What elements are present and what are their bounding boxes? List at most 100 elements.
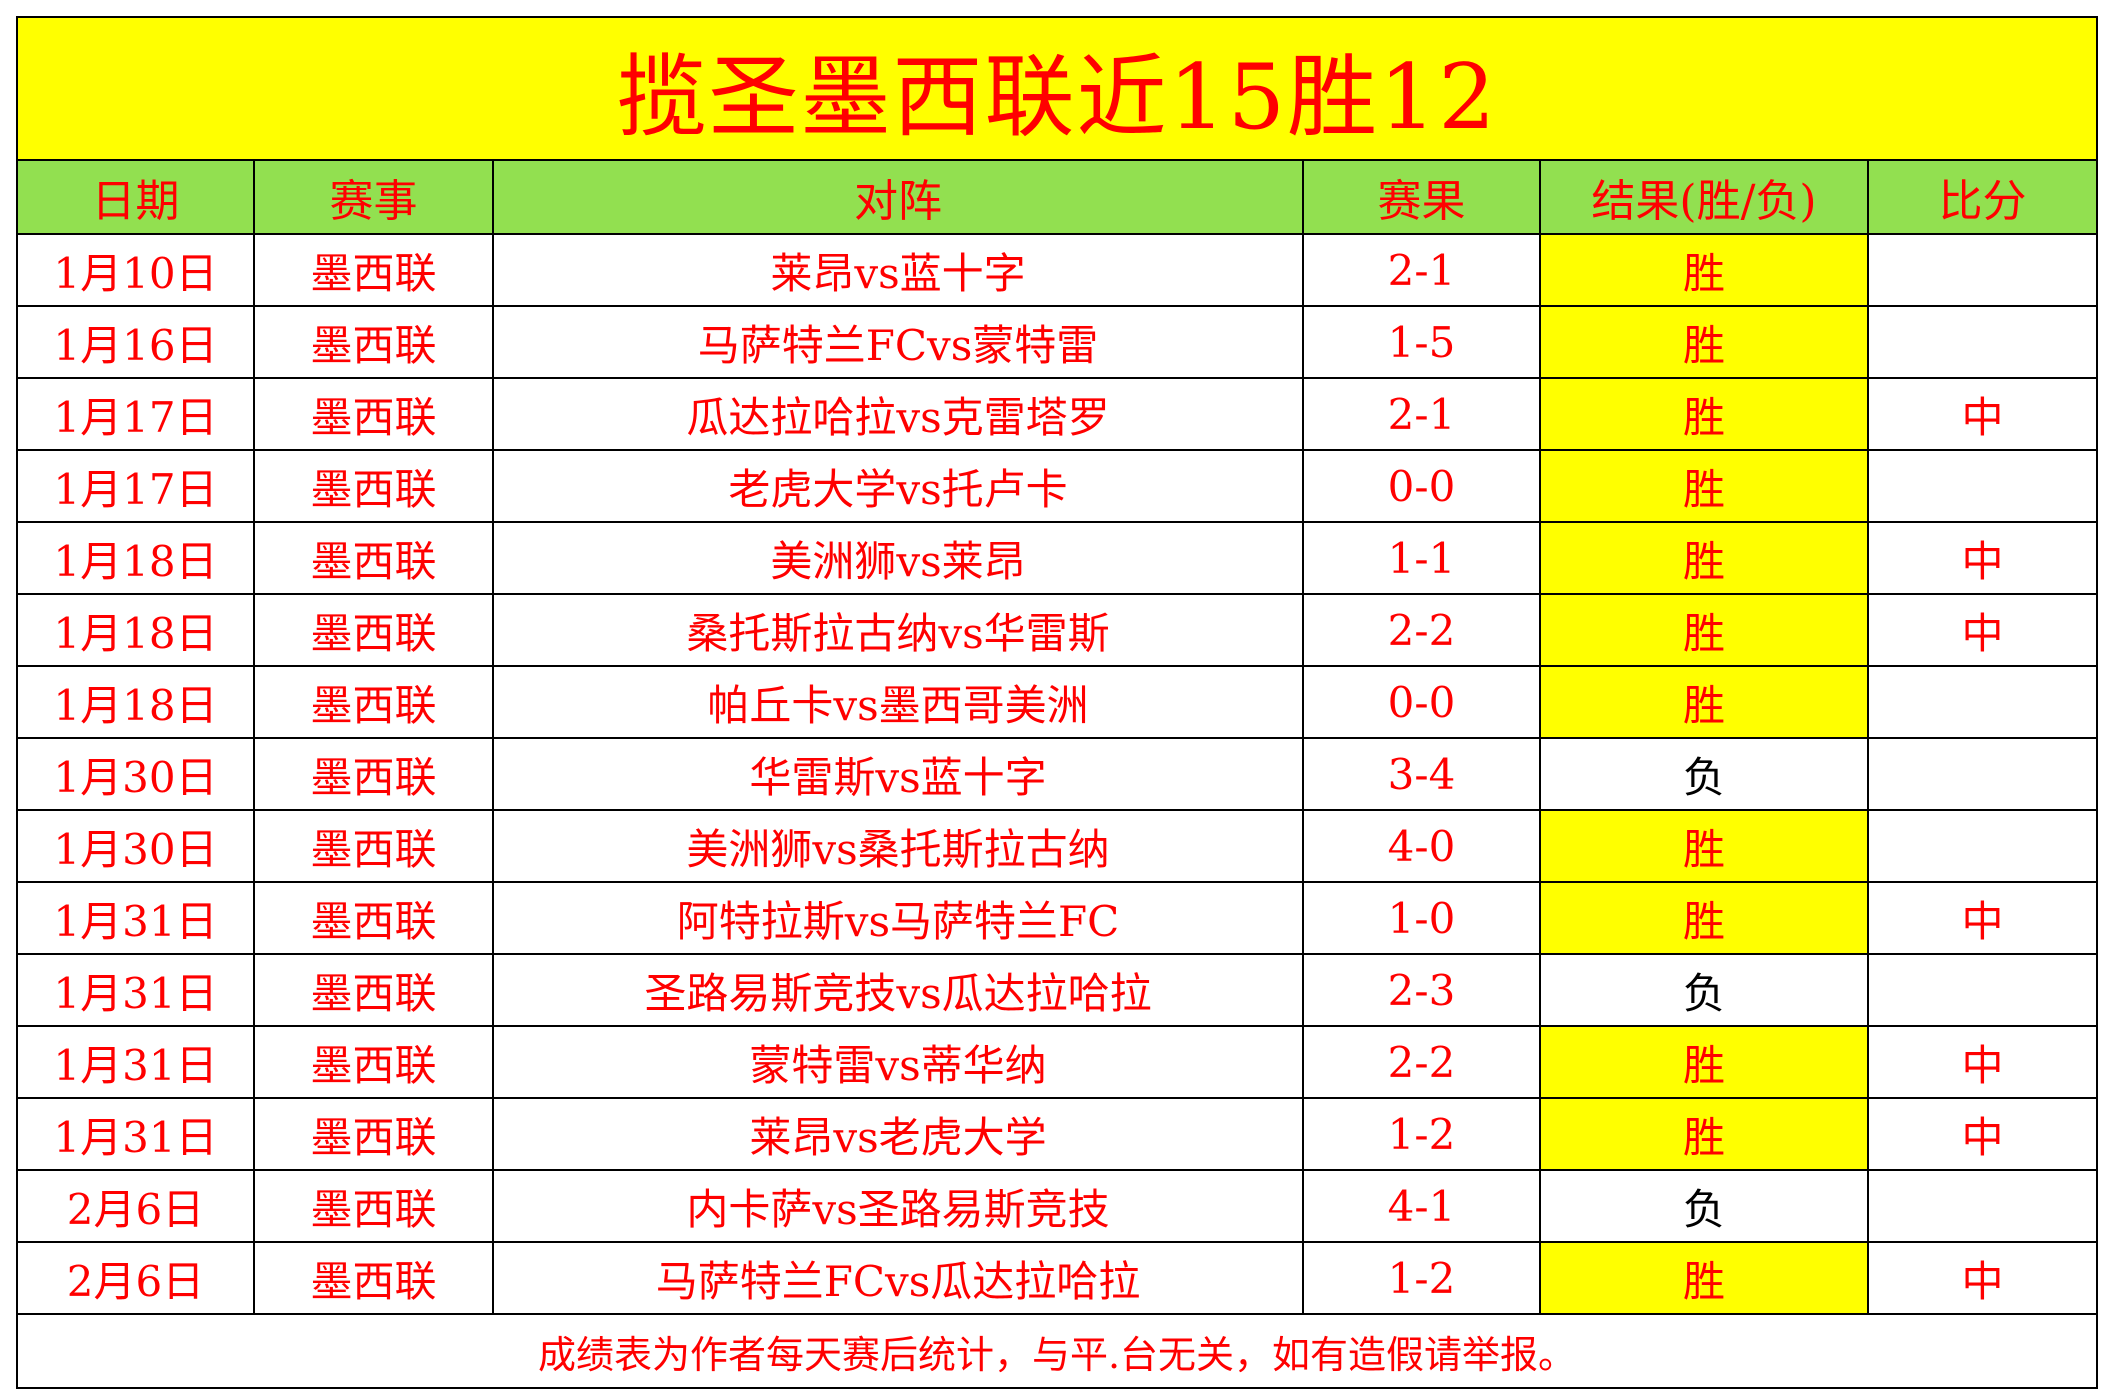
header-league: 赛事 [253, 159, 494, 235]
cell-mark [1866, 953, 2099, 1027]
cell-match: 莱昂vs老虎大学 [492, 1097, 1304, 1171]
table-row: 1月17日 墨西联 瓜达拉哈拉vs克雷塔罗 2-1 胜中 [16, 377, 2099, 451]
cell-date: 2月6日 [16, 1241, 255, 1315]
cell-mark [1866, 305, 2099, 379]
table-row: 1月31日 墨西联 圣路易斯竞技vs瓜达拉哈拉 2-3 负 [16, 953, 2099, 1027]
cell-league: 墨西联 [253, 665, 494, 739]
table-row: 1月16日 墨西联 马萨特兰FCvs蒙特雷 1-5 胜 [16, 305, 2099, 379]
cell-mark [1866, 809, 2099, 883]
cell-mark [1866, 665, 2099, 739]
cell-match: 内卡萨vs圣路易斯竞技 [492, 1169, 1304, 1243]
cell-date: 1月16日 [16, 305, 255, 379]
header-match: 对阵 [492, 159, 1304, 235]
cell-score: 3-4 [1302, 737, 1541, 811]
cell-result: 胜 [1539, 521, 1869, 595]
table-row: 1月31日 墨西联 莱昂vs老虎大学 1-2 胜中 [16, 1097, 2099, 1171]
table-row: 1月17日 墨西联 老虎大学vs托卢卡 0-0 胜 [16, 449, 2099, 523]
cell-score: 2-1 [1302, 377, 1541, 451]
cell-date: 1月30日 [16, 737, 255, 811]
cell-score: 2-2 [1302, 593, 1541, 667]
cell-match: 蒙特雷vs蒂华纳 [492, 1025, 1304, 1099]
cell-date: 1月31日 [16, 1097, 255, 1171]
cell-match: 圣路易斯竞技vs瓜达拉哈拉 [492, 953, 1304, 1027]
table-row: 1月31日 墨西联 蒙特雷vs蒂华纳 2-2 胜中 [16, 1025, 2099, 1099]
cell-score: 1-2 [1302, 1097, 1541, 1171]
cell-mark: 中 [1866, 1241, 2099, 1315]
cell-result: 胜 [1539, 881, 1869, 955]
cell-league: 墨西联 [253, 305, 494, 379]
cell-score: 1-5 [1302, 305, 1541, 379]
cell-result: 负 [1539, 737, 1869, 811]
cell-result: 胜 [1539, 377, 1869, 451]
cell-league: 墨西联 [253, 377, 494, 451]
cell-mark: 中 [1866, 521, 2099, 595]
cell-date: 1月18日 [16, 665, 255, 739]
cell-score: 0-0 [1302, 665, 1541, 739]
cell-league: 墨西联 [253, 233, 494, 307]
cell-date: 1月30日 [16, 809, 255, 883]
cell-score: 1-0 [1302, 881, 1541, 955]
cell-league: 墨西联 [253, 1025, 494, 1099]
cell-date: 2月6日 [16, 1169, 255, 1243]
table-row: 1月18日 墨西联 桑托斯拉古纳vs华雷斯 2-2 胜中 [16, 593, 2099, 667]
cell-mark: 中 [1866, 1097, 2099, 1171]
cell-date: 1月31日 [16, 881, 255, 955]
cell-result: 胜 [1539, 665, 1869, 739]
table-row: 1月31日 墨西联 阿特拉斯vs马萨特兰FC 1-0 胜中 [16, 881, 2099, 955]
cell-result: 胜 [1539, 809, 1869, 883]
cell-league: 墨西联 [253, 881, 494, 955]
header-mark: 比分 [1866, 159, 2099, 235]
cell-date: 1月17日 [16, 449, 255, 523]
cell-score: 1-2 [1302, 1241, 1541, 1315]
cell-league: 墨西联 [253, 1169, 494, 1243]
cell-date: 1月31日 [16, 1025, 255, 1099]
cell-result: 负 [1539, 1169, 1869, 1243]
cell-league: 墨西联 [253, 1241, 494, 1315]
cell-mark [1866, 233, 2099, 307]
cell-match: 美洲狮vs莱昂 [492, 521, 1304, 595]
results-table: 揽圣墨西联近15胜12 日期 赛事 对阵 赛果 结果(胜/负) 比分 1月10日 墨西联 莱昂… [15, 16, 2099, 1389]
cell-date: 1月10日 [16, 233, 255, 307]
cell-mark [1866, 1169, 2099, 1243]
table-row: 1月10日 墨西联 莱昂vs蓝十字 2-1 胜 [16, 233, 2099, 307]
table-row: 2月6日 墨西联 马萨特兰FCvs瓜达拉哈拉 1-2 胜中 [16, 1241, 2099, 1315]
cell-score: 4-0 [1302, 809, 1541, 883]
cell-score: 2-2 [1302, 1025, 1541, 1099]
cell-match: 马萨特兰FCvs蒙特雷 [492, 305, 1304, 379]
cell-score: 2-3 [1302, 953, 1541, 1027]
cell-mark [1866, 737, 2099, 811]
cell-league: 墨西联 [253, 953, 494, 1027]
cell-result: 负 [1539, 953, 1869, 1027]
cell-mark: 中 [1866, 1025, 2099, 1099]
cell-result: 胜 [1539, 233, 1869, 307]
table-row: 1月18日 墨西联 帕丘卡vs墨西哥美洲 0-0 胜 [16, 665, 2099, 739]
cell-match: 华雷斯vs蓝十字 [492, 737, 1304, 811]
table-row: 2月6日 墨西联 内卡萨vs圣路易斯竞技 4-1 负 [16, 1169, 2099, 1243]
cell-date: 1月31日 [16, 953, 255, 1027]
cell-league: 墨西联 [253, 593, 494, 667]
cell-match: 瓜达拉哈拉vs克雷塔罗 [492, 377, 1304, 451]
cell-score: 2-1 [1302, 233, 1541, 307]
cell-match: 莱昂vs蓝十字 [492, 233, 1304, 307]
table-title: 揽圣墨西联近15胜12 [15, 16, 2099, 161]
cell-league: 墨西联 [253, 521, 494, 595]
cell-match: 帕丘卡vs墨西哥美洲 [492, 665, 1304, 739]
cell-score: 4-1 [1302, 1169, 1541, 1243]
cell-result: 胜 [1539, 1241, 1869, 1315]
cell-score: 0-0 [1302, 449, 1541, 523]
cell-mark [1866, 449, 2099, 523]
cell-league: 墨西联 [253, 737, 494, 811]
footer-note: 成绩表为作者每天赛后统计，与平.台无关，如有造假请举报。 [15, 1313, 2099, 1389]
cell-match: 美洲狮vs桑托斯拉古纳 [492, 809, 1304, 883]
cell-result: 胜 [1539, 1097, 1869, 1171]
cell-mark: 中 [1866, 593, 2099, 667]
table-row: 1月30日 墨西联 华雷斯vs蓝十字 3-4 负 [16, 737, 2099, 811]
cell-result: 胜 [1539, 449, 1869, 523]
header-date: 日期 [16, 159, 255, 235]
cell-match: 桑托斯拉古纳vs华雷斯 [492, 593, 1304, 667]
table-row: 1月30日 墨西联 美洲狮vs桑托斯拉古纳 4-0 胜 [16, 809, 2099, 883]
cell-date: 1月18日 [16, 521, 255, 595]
cell-league: 墨西联 [253, 1097, 494, 1171]
cell-result: 胜 [1539, 305, 1869, 379]
cell-result: 胜 [1539, 1025, 1869, 1099]
